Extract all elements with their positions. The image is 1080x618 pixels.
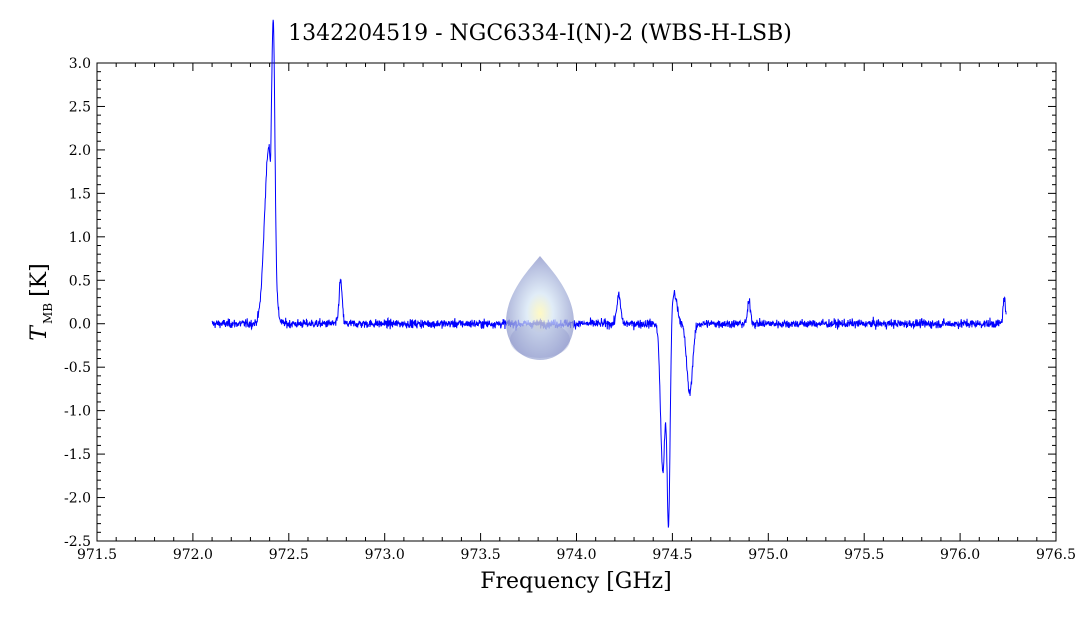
y-axis-label-subscript: MB (41, 303, 55, 324)
y-tick-label: -2.5 (64, 534, 91, 550)
x-axis-label: Frequency [GHz] (480, 569, 672, 594)
x-tick-label: 974.5 (652, 547, 692, 563)
y-axis-label-unit: [K] (27, 263, 52, 297)
spectrum-series-line (211, 19, 1007, 528)
y-tick-labels: 3.0 2.5 2.0 1.5 1.0 0.5 0.0 -0.5 -1.0 -1.5 -2.0 -2.… (64, 56, 91, 550)
y-tick-label: 2.0 (69, 143, 91, 159)
y-axis-label: TMB [K] (27, 263, 55, 340)
y-tick-label: -1.5 (64, 447, 91, 463)
y-tick-label: -1.0 (64, 404, 91, 420)
y-tick-label: 3.0 (69, 56, 91, 72)
x-tick-label: 971.5 (77, 547, 117, 563)
x-tick-label: 972.5 (269, 547, 309, 563)
x-tick-label: 973.5 (461, 547, 501, 563)
x-tick-label: 976.5 (1036, 547, 1076, 563)
x-tick-label: 975.5 (844, 547, 884, 563)
y-tick-label: -0.5 (64, 360, 91, 376)
x-tick-label: 974.0 (556, 547, 596, 563)
x-tick-labels: 971.5 972.0 972.5 973.0 973.5 974.0 974.5 975.0… (77, 547, 1076, 563)
y-tick-label: -2.0 (64, 491, 91, 507)
y-tick-label: 0.5 (69, 273, 91, 289)
x-tick-label: 973.0 (365, 547, 405, 563)
y-tick-label: 1.5 (69, 186, 91, 202)
x-tick-label: 975.0 (748, 547, 788, 563)
axis-ticks (96, 62, 1057, 542)
x-tick-label: 976.0 (940, 547, 980, 563)
water-drop-logo (506, 256, 574, 360)
x-tick-label: 972.0 (173, 547, 213, 563)
y-tick-label: 1.0 (69, 230, 91, 246)
y-tick-label: 0.0 (69, 317, 91, 333)
y-tick-label: 2.5 (69, 99, 91, 115)
y-axis-label-main: T (27, 324, 52, 341)
plot-area (96, 62, 1057, 542)
chart-title: 1342204519 - NGC6334-I(N)-2 (WBS-H-LSB) (288, 21, 792, 46)
